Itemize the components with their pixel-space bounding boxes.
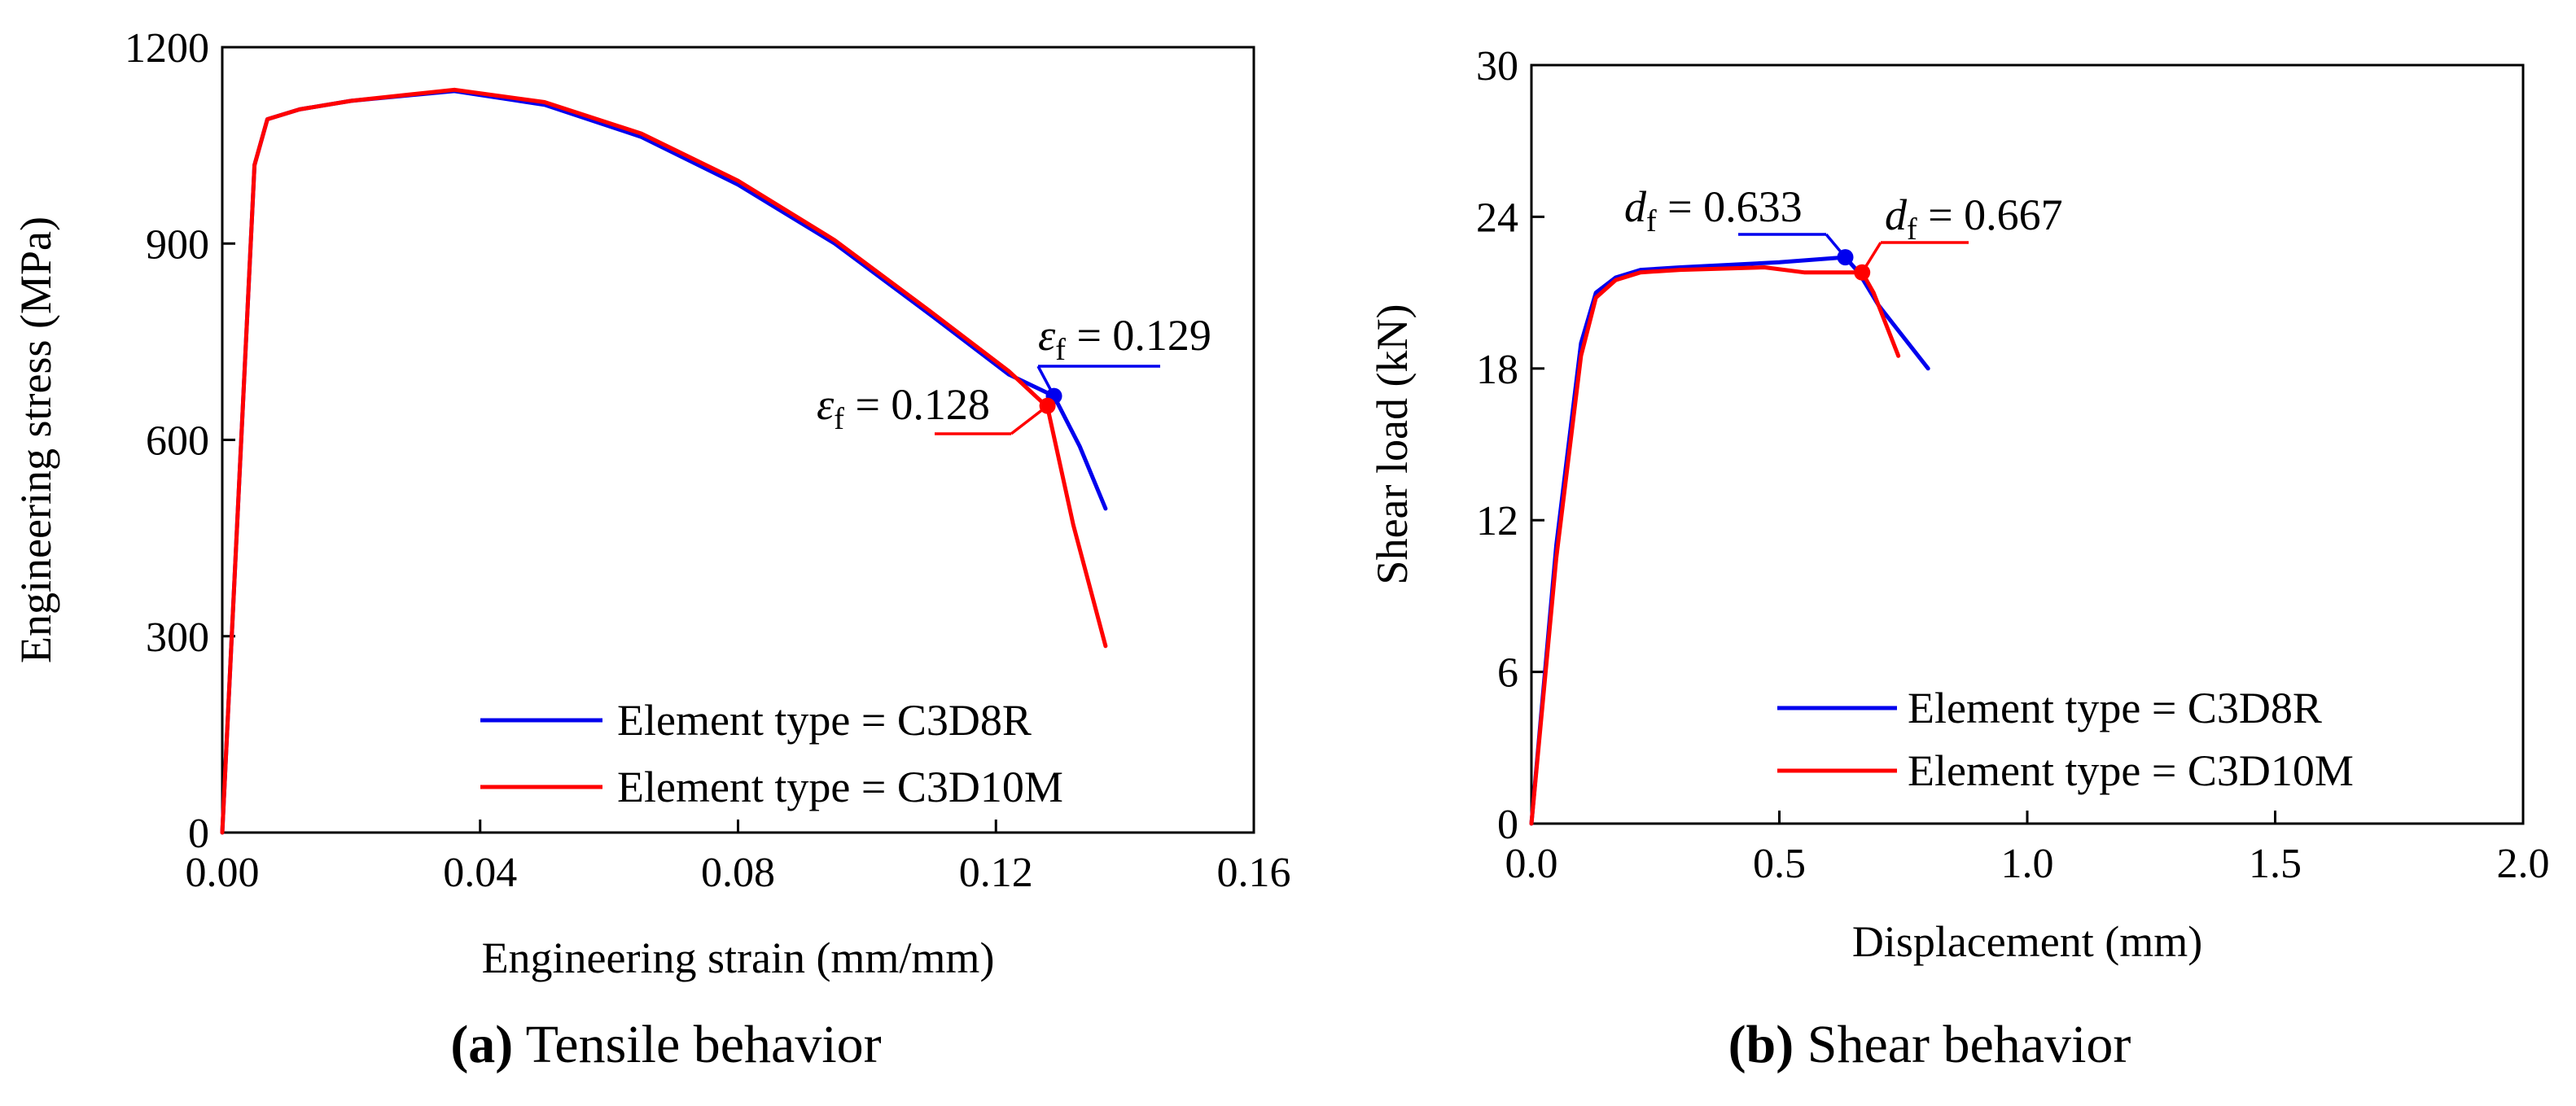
shear-chart: 0.0 0.5 1.0 1.5 2.0 0 6 12 18 24 30 Displacement (m… xyxy=(1368,43,2550,1074)
x-tick-label: 0.08 xyxy=(701,850,775,896)
x-tick-label: 0.12 xyxy=(959,850,1033,896)
series-line-2 xyxy=(1529,265,1901,826)
caption-text: Shear behavior xyxy=(1794,1015,2131,1074)
x-tick-label: 0.16 xyxy=(1217,850,1291,896)
annotation-value: 0.129 xyxy=(1112,311,1211,360)
x-axis-label: Displacement (mm) xyxy=(1852,917,2202,966)
caption-letter: (a) xyxy=(450,1015,513,1074)
x-tick-label: 0.5 xyxy=(1753,841,1806,887)
y-tick-label: 600 xyxy=(146,418,209,465)
failure-point-marker xyxy=(1837,249,1854,266)
failure-annotation: εf = 0.129 xyxy=(1038,311,1211,367)
annotation-subscript: f xyxy=(1907,212,1917,247)
annotation-value: 0.633 xyxy=(1703,182,1803,231)
failure-point-marker xyxy=(1854,264,1871,281)
annotation-equals: = xyxy=(1657,182,1703,231)
failure-annotation: εf = 0.128 xyxy=(817,380,990,436)
annotation-subscript: f xyxy=(1055,333,1066,367)
legend-label-1: Element type = C3D8R xyxy=(1908,684,2322,732)
annotation-equals: = xyxy=(844,380,891,429)
y-tick-label: 900 xyxy=(146,221,209,268)
panel-caption: (a) Tensile behavior xyxy=(450,1015,881,1074)
annotation-subscript: f xyxy=(1646,204,1657,238)
annotation-equals: = xyxy=(1066,311,1112,360)
x-tick-label: 2.0 xyxy=(2497,841,2550,887)
y-tick-label: 1200 xyxy=(125,25,209,72)
y-tick-label: 12 xyxy=(1476,498,1518,544)
failure-point-marker xyxy=(1039,397,1056,414)
panel-caption: (b) Shear behavior xyxy=(1728,1015,2131,1074)
y-tick-label: 0 xyxy=(188,811,209,857)
tensile-chart: 0.00 0.04 0.08 0.12 0.16 0 300 600 900 1200 Engine… xyxy=(11,25,1291,1074)
legend-label-2: Element type = C3D10M xyxy=(617,763,1063,811)
legend-label-2: Element type = C3D10M xyxy=(1908,746,2354,795)
y-tick-label: 18 xyxy=(1476,347,1518,393)
annotation-equals: = xyxy=(1917,190,1964,239)
annotation-symbol: d xyxy=(1885,190,1908,239)
caption-letter: (b) xyxy=(1728,1015,1794,1074)
caption-text: Tensile behavior xyxy=(513,1015,881,1074)
annotation-subscript: f xyxy=(834,402,844,436)
x-tick-label: 0.04 xyxy=(443,850,517,896)
annotation-symbol: d xyxy=(1624,182,1647,231)
annotation-symbol: ε xyxy=(1038,311,1056,360)
series-line-2 xyxy=(220,87,1108,835)
y-axis-label: Engineering stress (MPa) xyxy=(11,216,60,663)
legend-label-1: Element type = C3D8R xyxy=(617,696,1032,745)
failure-annotation: df = 0.633 xyxy=(1624,182,1803,238)
annotation-value: 0.128 xyxy=(891,380,990,429)
y-tick-label: 300 xyxy=(146,614,209,661)
x-tick-label: 1.0 xyxy=(2001,841,2054,887)
annotation-value: 0.667 xyxy=(1964,190,2063,239)
annotation-symbol: ε xyxy=(817,380,835,429)
x-tick-label: 1.5 xyxy=(2249,841,2302,887)
failure-annotation: df = 0.667 xyxy=(1885,190,2063,247)
series-line-1 xyxy=(1529,255,1930,826)
x-tick-label: 0.00 xyxy=(186,850,260,896)
y-tick-label: 6 xyxy=(1497,650,1518,697)
y-tick-label: 0 xyxy=(1497,802,1518,848)
y-axis-label: Shear load (kN) xyxy=(1368,304,1417,585)
x-axis-label: Engineering strain (mm/mm) xyxy=(482,933,995,982)
y-tick-label: 30 xyxy=(1476,43,1518,90)
x-tick-label: 0.0 xyxy=(1505,841,1558,887)
y-tick-label: 24 xyxy=(1476,195,1518,241)
